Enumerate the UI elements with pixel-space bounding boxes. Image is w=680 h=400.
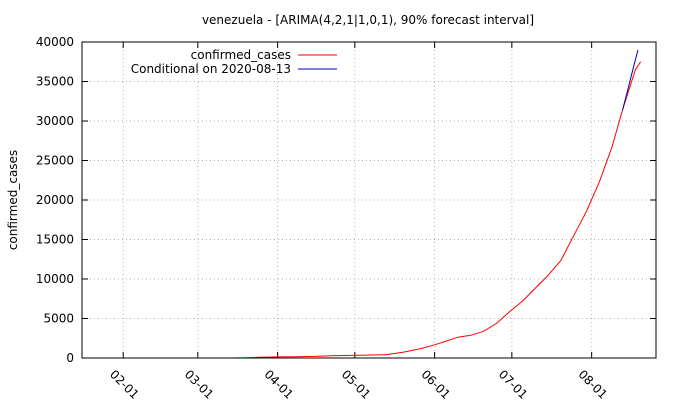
plot-frame bbox=[81, 41, 657, 359]
y-tick-label: 5000 bbox=[43, 312, 74, 326]
y-tick-label: 30000 bbox=[36, 114, 74, 128]
gridlines bbox=[82, 42, 656, 358]
series-line-conditional bbox=[622, 49, 639, 111]
series-group bbox=[231, 49, 642, 359]
y-tick-label: 15000 bbox=[36, 233, 74, 247]
chart-title: venezuela - [ARIMA(4,2,1|1,0,1), 90% for… bbox=[202, 13, 534, 27]
legend-label-conditional: Conditional on 2020-08-13 bbox=[131, 62, 291, 76]
legend-label-confirmed-cases: confirmed_cases bbox=[191, 48, 291, 62]
y-tick-label: 10000 bbox=[36, 272, 74, 286]
y-tick-label: 40000 bbox=[36, 35, 74, 49]
y-axis-title: confirmed_cases bbox=[6, 150, 20, 250]
y-tick-label: 35000 bbox=[36, 75, 74, 89]
series-line-confirmed-cases bbox=[231, 61, 642, 359]
y-tick-label: 20000 bbox=[36, 193, 74, 207]
y-tick-label: 25000 bbox=[36, 154, 74, 168]
legend: confirmed_cases Conditional on 2020-08-1… bbox=[131, 48, 337, 76]
y-tick-label: 0 bbox=[66, 351, 74, 365]
y-axis: 0 5000 10000 15000 20000 25000 30000 35000 40000 bbox=[36, 35, 656, 365]
